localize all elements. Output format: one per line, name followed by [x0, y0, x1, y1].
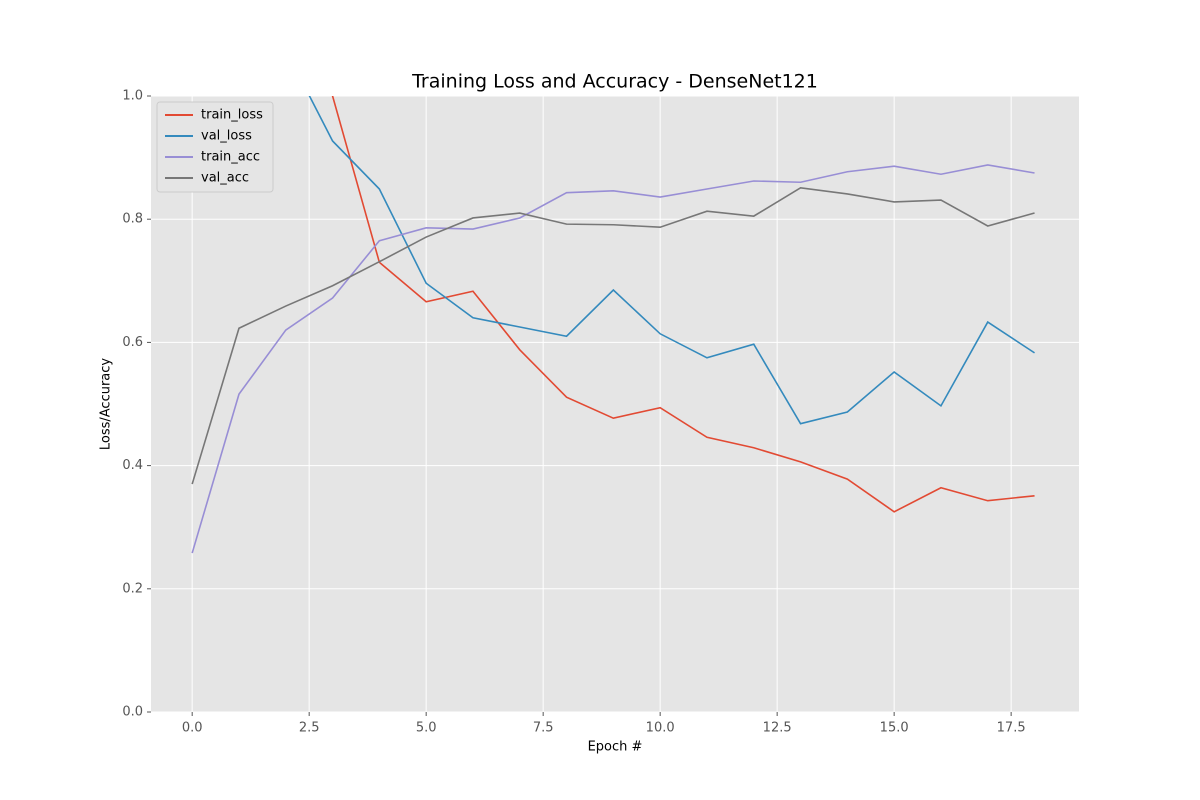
legend-box	[156, 101, 274, 193]
y-tick-label: 0.2	[122, 581, 143, 596]
y-tick-label: 0.6	[122, 335, 143, 350]
x-tick-label: 17.5	[997, 721, 1026, 736]
series-line	[191, 164, 1035, 554]
x-tick-label: 15.0	[880, 721, 909, 736]
x-tick-label: 10.0	[646, 721, 675, 736]
x-tick-label: 5.0	[416, 721, 437, 736]
legend: train_loss val_loss train_acc val_acc	[156, 101, 274, 193]
y-tick-label: 0.0	[122, 705, 143, 720]
legend-label: val_acc	[201, 171, 249, 186]
y-tick-label: 0.8	[122, 212, 143, 227]
series-line	[308, 96, 1035, 425]
plot-area	[151, 96, 1079, 712]
y-tick-label: 1.0	[122, 89, 143, 104]
lines	[191, 96, 1035, 554]
legend-label: val_loss	[201, 129, 252, 144]
grid	[151, 95, 1079, 713]
x-tick-label: 12.5	[763, 721, 792, 736]
chart-title: Training Loss and Accuracy - DenseNet121	[411, 71, 818, 93]
y-axis-label: Loss/Accuracy	[99, 358, 114, 451]
x-tick-label: 2.5	[299, 721, 320, 736]
x-axis-label: Epoch #	[588, 740, 643, 755]
x-tick-label: 7.5	[533, 721, 554, 736]
x-tick-label: 0.0	[182, 721, 203, 736]
series-line	[331, 96, 1035, 513]
ticks: 0.0 2.5 5.0 7.5 10.0 12.5 15.0 17.5 0.0 0.2 0.4 0.6…	[122, 89, 1025, 736]
legend-label: train_acc	[201, 150, 260, 165]
legend-label: train_loss	[201, 108, 263, 123]
y-tick-label: 0.4	[122, 458, 143, 473]
series-line	[191, 186, 1035, 485]
